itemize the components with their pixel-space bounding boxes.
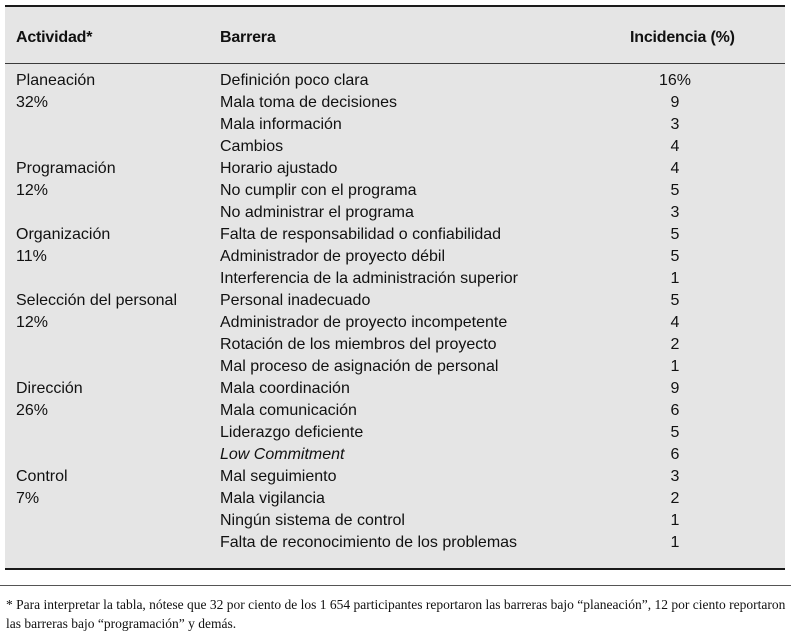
footnote-divider — [0, 585, 791, 586]
incidence-cell: 3 — [670, 116, 680, 133]
activity-percent: 7% — [16, 490, 40, 507]
incidence-cell: 3 — [670, 204, 680, 221]
incidence-cell: 6 — [670, 402, 680, 419]
barrier-cell: Falta de responsabilidad o confiabilidad — [220, 226, 502, 243]
incidence-cell: 1 — [670, 358, 680, 375]
activity-name: Dirección — [16, 380, 83, 397]
barrier-cell: Mala toma de decisiones — [220, 94, 397, 111]
incidence-cell: 16% — [658, 72, 692, 89]
barrier-cell: Mala coordinación — [220, 380, 350, 397]
barrier-cell: Administrador de proyecto débil — [220, 248, 446, 265]
barrier-cell: Mala vigilancia — [220, 490, 325, 507]
barrier-cell: Rotación de los miembros del proyecto — [220, 336, 497, 353]
incidence-cell: 5 — [670, 226, 680, 243]
activity-percent: 26% — [16, 402, 49, 419]
barrier-cell: Liderazgo deficiente — [220, 424, 364, 441]
header-divider — [5, 63, 785, 64]
incidence-cell: 9 — [670, 94, 680, 111]
barrier-cell: Falta de reconocimiento de los problemas — [220, 534, 518, 551]
barrier-cell: Low Commitment — [220, 446, 345, 463]
barrier-cell: Administrador de proyecto incompetente — [220, 314, 508, 331]
barrier-cell: Mal proceso de asignación de personal — [220, 358, 499, 375]
barrier-cell: No cumplir con el programa — [220, 182, 417, 199]
incidence-cell: 4 — [670, 314, 680, 331]
incidence-cell: 5 — [670, 292, 680, 309]
activity-percent: 32% — [16, 94, 49, 111]
incidence-cell: 1 — [670, 534, 680, 551]
header-activity: Actividad* — [16, 29, 93, 46]
barrier-cell: No administrar el programa — [220, 204, 414, 221]
barrier-cell: Cambios — [220, 138, 284, 155]
barrier-cell: Ningún sistema de control — [220, 512, 405, 529]
barrier-cell: Mala comunicación — [220, 402, 357, 419]
incidence-cell: 3 — [670, 468, 680, 485]
activity-name: Control — [16, 468, 68, 485]
incidence-cell: 5 — [670, 182, 680, 199]
incidence-cell: 6 — [670, 446, 680, 463]
activity-percent: 12% — [16, 314, 49, 331]
incidence-cell: 2 — [670, 490, 680, 507]
header-barrier: Barrera — [220, 29, 276, 46]
barrier-cell: Personal inadecuado — [220, 292, 371, 309]
incidence-cell: 2 — [670, 336, 680, 353]
barrier-cell: Mal seguimiento — [220, 468, 337, 485]
incidence-cell: 4 — [670, 138, 680, 155]
activity-percent: 11% — [16, 248, 47, 265]
incidence-cell: 5 — [670, 248, 680, 265]
incidence-cell: 5 — [670, 424, 680, 441]
barrier-cell: Interferencia de la administración super… — [220, 270, 518, 287]
barrier-cell: Mala información — [220, 116, 342, 133]
activity-name: Programación — [16, 160, 116, 177]
activity-name: Selección del personal — [16, 292, 177, 309]
activity-name: Organización — [16, 226, 111, 243]
incidence-cell: 1 — [670, 512, 680, 529]
activity-name: Planeación — [16, 72, 96, 89]
barrier-cell: Horario ajustado — [220, 160, 338, 177]
header-incidence: Incidencia (%) — [630, 29, 735, 46]
barrier-cell: Definición poco clara — [220, 72, 369, 89]
barriers-table: Actividad* Barrera Incidencia (%) Planea… — [5, 5, 785, 570]
footnote: * Para interpretar la tabla, nótese que … — [6, 597, 786, 631]
incidence-cell: 1 — [670, 270, 680, 287]
incidence-cell: 9 — [670, 380, 680, 397]
activity-percent: 12% — [16, 182, 49, 199]
incidence-cell: 4 — [670, 160, 680, 177]
